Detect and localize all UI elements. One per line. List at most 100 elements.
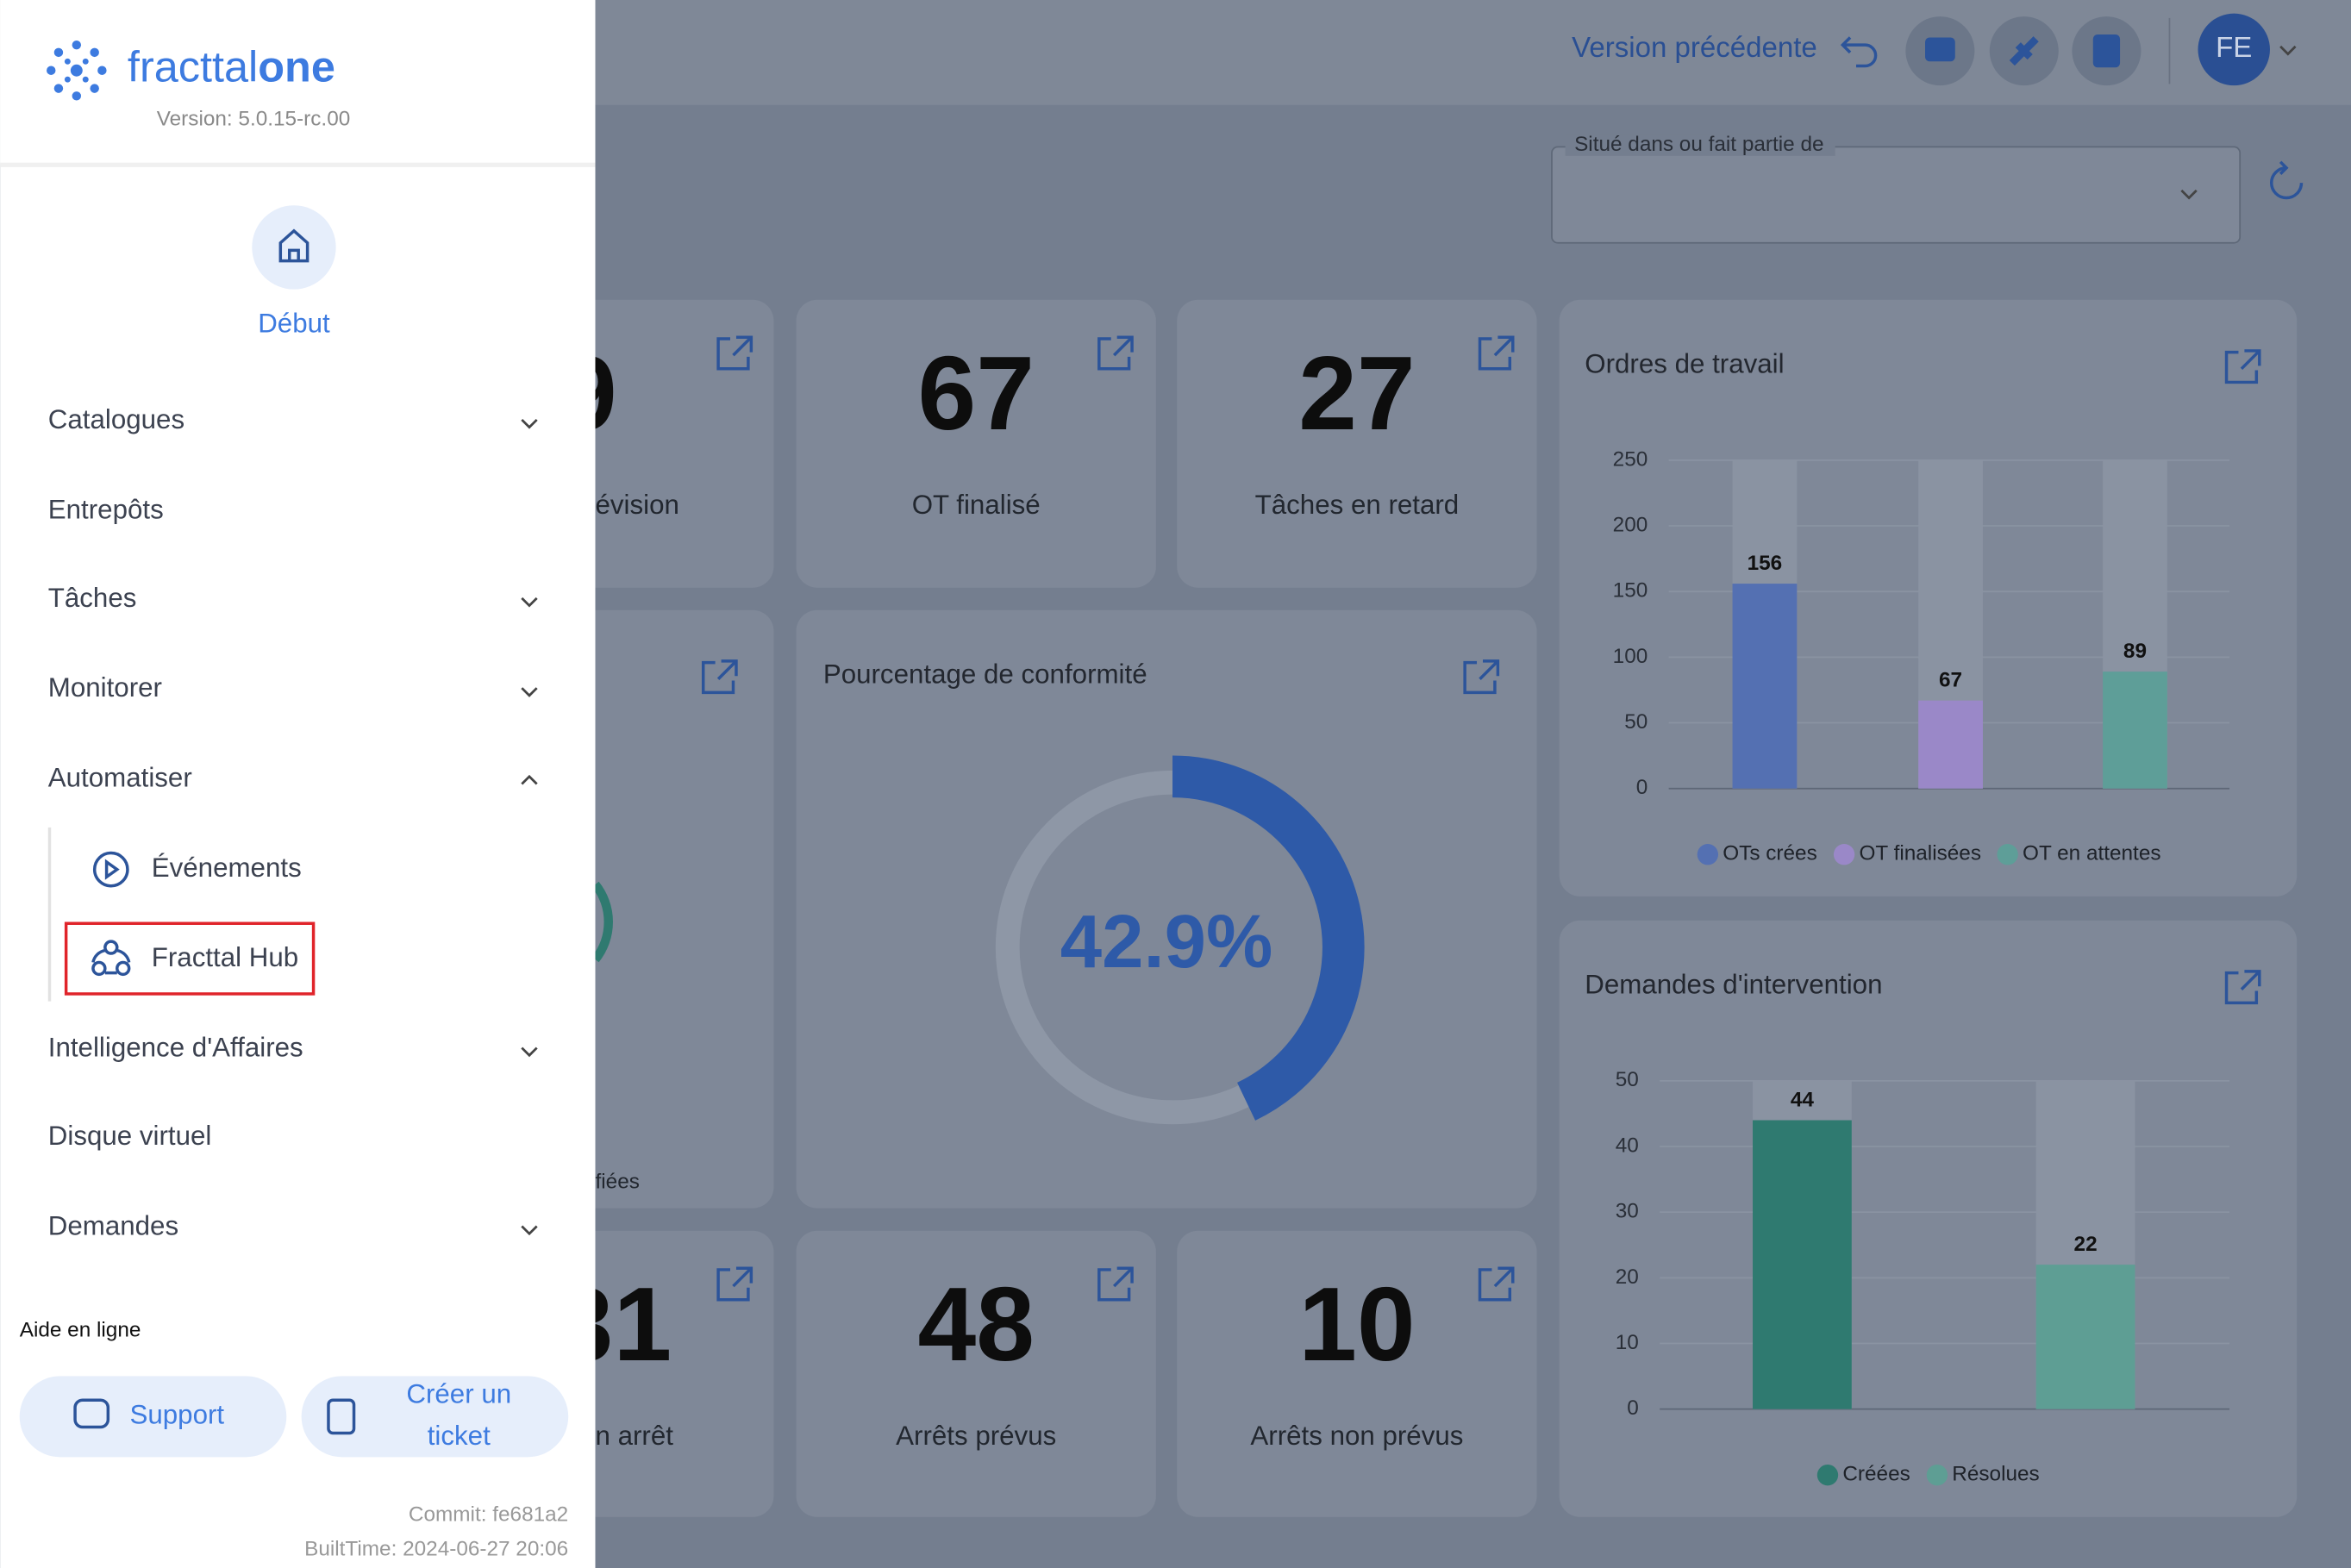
y-tick-label: 150	[1613, 579, 1648, 603]
legend-swatch	[1697, 844, 1719, 865]
commit: Commit: fe681a2	[409, 1503, 568, 1527]
kpi-number: 10	[1298, 1265, 1415, 1383]
highlight-box	[64, 921, 316, 996]
built-time: BuiltTime: 2024-06-27 20:06	[304, 1538, 568, 1561]
kpi-label: Arrêts prévus	[896, 1421, 1056, 1451]
chat-icon	[1925, 37, 1955, 62]
card	[1177, 299, 1537, 588]
open-link-icon[interactable]	[1097, 335, 1134, 371]
logo: fracttalone	[128, 42, 335, 91]
rocket-icon	[2009, 36, 2039, 66]
menu-item[interactable]: Disque virtuel	[48, 1121, 212, 1151]
y-tick-label: 0	[1627, 1396, 1639, 1420]
bar	[1753, 1120, 1852, 1409]
logo-text: fracttal	[128, 42, 258, 91]
menu-item[interactable]: Demandes	[48, 1211, 178, 1241]
open-link-icon[interactable]	[1097, 1266, 1134, 1302]
y-tick-label: 30	[1616, 1200, 1639, 1223]
legend-swatch	[1997, 844, 2018, 865]
y-tick-label: 10	[1616, 1331, 1639, 1354]
kpi-number: 27	[1298, 334, 1415, 452]
open-link-icon[interactable]	[716, 1266, 753, 1302]
legend-label[interactable]: Créées	[1842, 1463, 1910, 1486]
select-label: Situé dans ou fait partie de	[1574, 133, 1823, 156]
kpi-number: 67	[918, 334, 1035, 452]
open-link-icon[interactable]	[716, 335, 753, 371]
open-link-icon[interactable]	[2224, 349, 2261, 384]
legend-label[interactable]: Résolues	[1952, 1463, 2039, 1486]
y-tick-label: 50	[1624, 710, 1648, 734]
kpi-label: OT finalisé	[912, 490, 1041, 520]
menu-item[interactable]: Tâches	[48, 583, 137, 613]
legend-label[interactable]: OTs crées	[1723, 842, 1817, 865]
card	[569, 299, 774, 588]
open-link-icon[interactable]	[1463, 659, 1500, 695]
menu-item[interactable]: Intelligence d'Affaires	[48, 1033, 303, 1063]
avatar-chevron	[2279, 45, 2297, 56]
ticket-button[interactable]	[301, 1376, 569, 1458]
home-icon	[278, 228, 310, 263]
support-icon	[73, 1398, 110, 1429]
avatar[interactable]	[2198, 13, 2270, 86]
card	[569, 1230, 774, 1517]
legend-label[interactable]: OT finalisées	[1859, 842, 1981, 865]
chart-title: Demandes d'intervention	[1585, 970, 1882, 1000]
legend-swatch	[1926, 1465, 1948, 1486]
kpi-label: évision	[596, 490, 679, 520]
open-link-icon[interactable]	[2224, 970, 2261, 1005]
menu-item[interactable]: Automatiser	[48, 763, 192, 793]
submenu-item[interactable]: Événements	[152, 853, 302, 883]
support-label: Support	[130, 1400, 225, 1430]
bar-label: 44	[1791, 1088, 1815, 1111]
undo-icon	[1840, 36, 1878, 68]
card	[1177, 1230, 1537, 1517]
chart-title: Ordres de travail	[1585, 349, 1784, 379]
bar-label: 67	[1939, 668, 1962, 691]
y-tick-label: 40	[1616, 1134, 1639, 1157]
y-tick-label: 50	[1616, 1068, 1639, 1091]
menu-item[interactable]: Catalogues	[48, 404, 184, 434]
legend-label[interactable]: OT en attentes	[2023, 842, 2160, 865]
kpi-label: Arrêts non prévus	[1250, 1421, 1463, 1451]
y-tick-label: 20	[1616, 1265, 1639, 1289]
menu-item[interactable]: Monitorer	[48, 672, 162, 703]
card	[569, 609, 774, 1209]
ticket-label: Créer un	[406, 1378, 511, 1409]
events-icon-play	[104, 859, 120, 880]
menu-chevrons	[521, 418, 538, 1236]
open-link-icon[interactable]	[701, 659, 738, 695]
card	[1559, 920, 2298, 1517]
menu: Catalogues Entrepôts Tâches Monitorer Automa…	[48, 404, 303, 1241]
y-tick-label: 200	[1613, 513, 1648, 536]
open-link-icon[interactable]	[1478, 1266, 1515, 1302]
submenu-item[interactable]: Fracttal Hub	[152, 942, 298, 972]
version: Version: 5.0.15-rc.00	[157, 108, 350, 131]
location-select[interactable]	[1551, 146, 2242, 244]
avatar-initials: FE	[2216, 32, 2252, 64]
bar	[2035, 1265, 2135, 1409]
refresh-icon[interactable]	[2269, 160, 2304, 200]
legend-swatch	[1816, 1465, 1839, 1486]
kpi-label: n arrêt	[596, 1421, 674, 1451]
support-button[interactable]	[19, 1376, 287, 1458]
bar	[2103, 672, 2167, 789]
menu-item[interactable]: Entrepôts	[48, 494, 164, 524]
label-bg	[1565, 134, 1835, 156]
home-label[interactable]: Début	[258, 309, 330, 339]
donut-arc	[1172, 755, 1365, 1121]
donut-value: 42.9%	[1060, 900, 1273, 984]
previous-version[interactable]: Version précédente	[1572, 32, 1817, 64]
link-icons	[701, 335, 2261, 1302]
partial-donut	[591, 881, 613, 963]
kpi-number: 48	[918, 1265, 1035, 1383]
card	[796, 1230, 1156, 1517]
legend-label: fiées	[596, 1170, 640, 1193]
home-button[interactable]	[252, 205, 336, 290]
bar-label: 156	[1748, 552, 1783, 575]
open-link-icon[interactable]	[1478, 335, 1515, 371]
select-chevron	[2180, 189, 2198, 200]
chart-title: Pourcentage de conformité	[823, 659, 1147, 690]
hub-icon	[91, 940, 131, 977]
